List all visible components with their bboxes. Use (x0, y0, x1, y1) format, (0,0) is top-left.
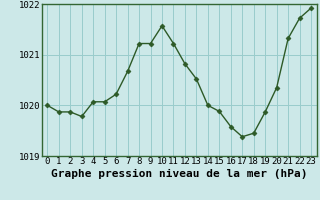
X-axis label: Graphe pression niveau de la mer (hPa): Graphe pression niveau de la mer (hPa) (51, 169, 308, 179)
